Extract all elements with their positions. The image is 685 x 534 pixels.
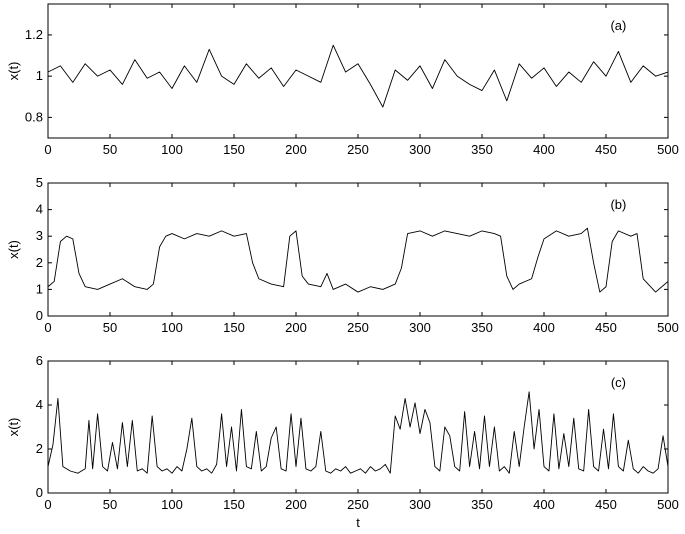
y-tick-label-a: 1.2 <box>25 27 43 42</box>
y-tick-label-c: 4 <box>36 397 43 412</box>
x-tick-label-b: 250 <box>347 320 369 335</box>
x-tick-label-b: 100 <box>161 320 183 335</box>
x-tick-label-c: 350 <box>471 497 493 512</box>
x-tick-label-c: 150 <box>223 497 245 512</box>
x-tick-label-c: 500 <box>657 497 679 512</box>
x-tick-label-c: 50 <box>103 497 117 512</box>
plot-frame-a <box>47 3 669 139</box>
y-tick-label-b: 3 <box>36 228 43 243</box>
y-tick-label-b: 0 <box>36 308 43 323</box>
panel-label-b: (b) <box>610 197 626 212</box>
y-axis-title-b: x(t) <box>6 240 21 259</box>
panel-a: 0 50 100 150 200 250 300 350 400 450 500 0.8 1 1.2 x(t… <box>6 3 679 157</box>
panel-label-c: (c) <box>611 375 626 390</box>
panel-b: 0 50 100 150 200 250 300 350 400 450 500 0 1 2 3 4 5 x(t)… <box>6 175 679 335</box>
x-tick-label-b: 50 <box>103 320 117 335</box>
series-line-a <box>47 44 669 108</box>
x-tick-label-a: 100 <box>161 142 183 157</box>
x-tick-label-a: 0 <box>44 142 51 157</box>
x-tick-label-a: 250 <box>347 142 369 157</box>
x-tick-label-b: 300 <box>409 320 431 335</box>
y-tick-label-c: 0 <box>36 485 43 500</box>
x-tick-label-a: 500 <box>657 142 679 157</box>
y-tick-label-b: 5 <box>36 175 43 190</box>
x-tick-label-b: 350 <box>471 320 493 335</box>
plot-frame-b <box>47 182 669 317</box>
x-tick-label-a: 200 <box>285 142 307 157</box>
x-tick-label-b: 450 <box>595 320 617 335</box>
series-line-c <box>47 391 669 474</box>
x-tick-label-c: 200 <box>285 497 307 512</box>
y-tick-label-b: 1 <box>36 281 43 296</box>
x-tick-label-c: 450 <box>595 497 617 512</box>
panel-label-a: (a) <box>610 18 626 33</box>
x-tick-label-b: 500 <box>657 320 679 335</box>
y-axis-title-a: x(t) <box>6 62 21 81</box>
y-tick-label-b: 2 <box>36 255 43 270</box>
x-tick-label-a: 450 <box>595 142 617 157</box>
y-tick-label-c: 6 <box>36 353 43 368</box>
x-tick-label-c: 400 <box>533 497 555 512</box>
x-axis-title-c: t <box>356 515 360 530</box>
x-tick-label-a: 300 <box>409 142 431 157</box>
x-tick-label-b: 150 <box>223 320 245 335</box>
x-tick-label-a: 150 <box>223 142 245 157</box>
y-tick-label-a: 1 <box>36 68 43 83</box>
x-tick-label-c: 0 <box>44 497 51 512</box>
y-axis-title-c: x(t) <box>6 418 21 437</box>
y-tick-label-b: 4 <box>36 202 43 217</box>
x-tick-label-a: 50 <box>103 142 117 157</box>
x-tick-label-b: 400 <box>533 320 555 335</box>
x-tick-label-b: 200 <box>285 320 307 335</box>
x-tick-label-a: 400 <box>533 142 555 157</box>
panel-c: 0 50 100 150 200 250 300 350 400 450 500 0 2 4 6 x(t) t (… <box>6 353 679 530</box>
x-tick-label-c: 250 <box>347 497 369 512</box>
x-tick-label-c: 100 <box>161 497 183 512</box>
x-tick-label-c: 300 <box>409 497 431 512</box>
x-tick-label-b: 0 <box>44 320 51 335</box>
series-line-b <box>47 227 669 293</box>
y-tick-label-a: 0.8 <box>25 109 43 124</box>
y-tick-label-c: 2 <box>36 441 43 456</box>
x-tick-label-a: 350 <box>471 142 493 157</box>
